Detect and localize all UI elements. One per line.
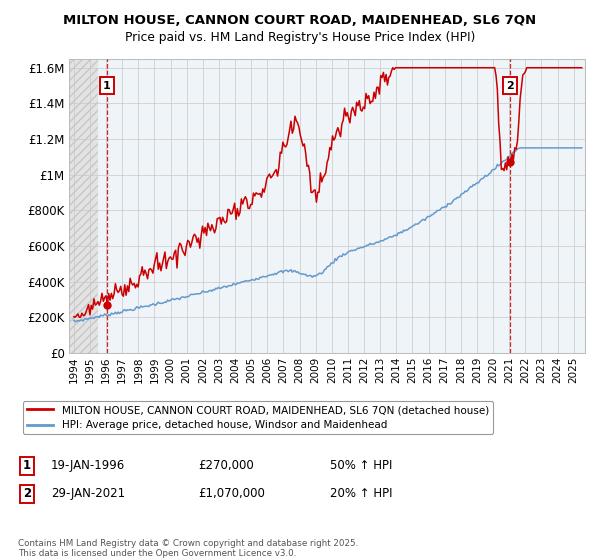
Text: 29-JAN-2021: 29-JAN-2021 <box>51 487 125 501</box>
Bar <box>98 59 585 353</box>
Legend: MILTON HOUSE, CANNON COURT ROAD, MAIDENHEAD, SL6 7QN (detached house), HPI: Aver: MILTON HOUSE, CANNON COURT ROAD, MAIDENH… <box>23 401 493 435</box>
Text: MILTON HOUSE, CANNON COURT ROAD, MAIDENHEAD, SL6 7QN: MILTON HOUSE, CANNON COURT ROAD, MAIDENH… <box>64 14 536 27</box>
Text: Price paid vs. HM Land Registry's House Price Index (HPI): Price paid vs. HM Land Registry's House … <box>125 31 475 44</box>
Text: £1,070,000: £1,070,000 <box>198 487 265 501</box>
Text: 20% ↑ HPI: 20% ↑ HPI <box>330 487 392 501</box>
Text: 1: 1 <box>23 459 31 473</box>
Text: £270,000: £270,000 <box>198 459 254 473</box>
Text: 50% ↑ HPI: 50% ↑ HPI <box>330 459 392 473</box>
Text: Contains HM Land Registry data © Crown copyright and database right 2025.
This d: Contains HM Land Registry data © Crown c… <box>18 539 358 558</box>
Bar <box>69 59 98 353</box>
Text: 2: 2 <box>23 487 31 501</box>
Text: 2: 2 <box>506 81 514 91</box>
Text: 19-JAN-1996: 19-JAN-1996 <box>51 459 125 473</box>
Text: 1: 1 <box>103 81 111 91</box>
